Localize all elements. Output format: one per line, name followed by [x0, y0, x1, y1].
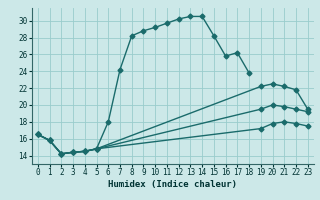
X-axis label: Humidex (Indice chaleur): Humidex (Indice chaleur) — [108, 180, 237, 189]
